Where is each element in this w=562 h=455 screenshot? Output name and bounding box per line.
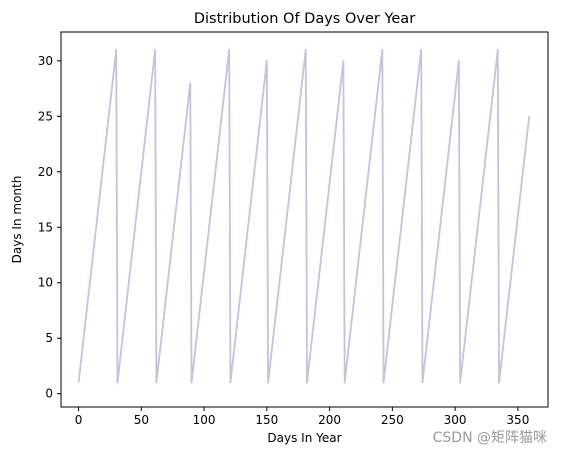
y-axis-label: Days In month: [10, 176, 24, 264]
y-tick-label: 5: [45, 331, 53, 345]
x-axis-label: Days In Year: [267, 431, 341, 445]
watermark: CSDN @矩阵猫咪: [433, 430, 547, 446]
y-tick-label: 10: [38, 276, 53, 290]
x-tick-label: 250: [381, 413, 404, 427]
chart-title: Distribution Of Days Over Year: [194, 11, 415, 27]
y-tick-label: 0: [45, 387, 53, 401]
x-tick-label: 100: [193, 413, 216, 427]
x-tick-label: 50: [134, 413, 149, 427]
x-tick-label: 300: [444, 413, 467, 427]
x-tick-label: 200: [318, 413, 341, 427]
series-line-0: [77, 48, 531, 384]
y-axis: 0 5 10 15 20 25 30: [38, 54, 61, 401]
plot-frame: [60, 31, 549, 408]
y-tick-label: 20: [38, 165, 53, 179]
x-axis: 0 50 100 150 200 250 300 350: [75, 407, 529, 427]
y-tick-label: 25: [38, 109, 53, 123]
y-tick-label: 30: [38, 54, 53, 68]
plot-area: [77, 48, 531, 384]
x-tick-label: 0: [75, 413, 83, 427]
x-tick-label: 350: [506, 413, 529, 427]
y-tick-label: 15: [38, 220, 53, 234]
x-tick-label: 150: [255, 413, 278, 427]
